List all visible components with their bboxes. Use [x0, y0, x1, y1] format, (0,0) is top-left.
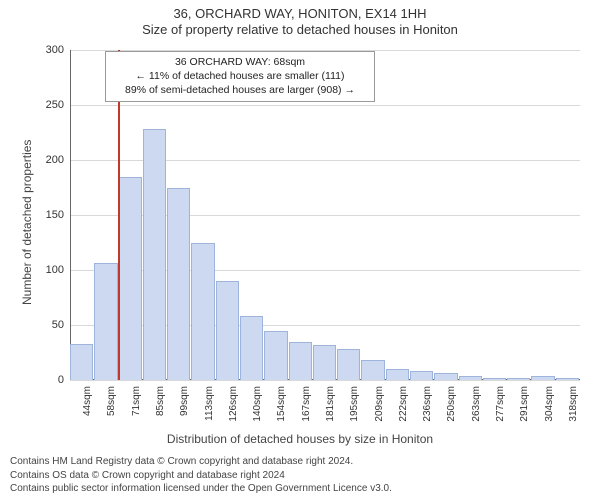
histogram-bar: [216, 281, 239, 380]
grid-line: [70, 105, 580, 106]
histogram-bar: [70, 344, 93, 380]
y-tick-label: 50: [52, 319, 70, 331]
chart-title-line1: 36, ORCHARD WAY, HONITON, EX14 1HH: [0, 6, 600, 21]
x-axis-label: Distribution of detached houses by size …: [0, 432, 600, 446]
histogram-bar: [191, 243, 214, 381]
histogram-bar: [434, 373, 457, 380]
histogram-bar: [531, 376, 554, 380]
y-axis-line: [70, 50, 71, 380]
annotation-line: ← 11% of detached houses are smaller (11…: [112, 69, 368, 83]
y-tick-label: 150: [46, 209, 70, 221]
y-tick-label: 100: [46, 264, 70, 276]
histogram-bar: [264, 331, 287, 381]
histogram-bar: [240, 316, 263, 380]
y-tick-label: 200: [46, 154, 70, 166]
histogram-bar: [361, 360, 384, 380]
histogram-bar: [119, 177, 142, 381]
histogram-bar: [410, 371, 433, 380]
annotation-box: 36 ORCHARD WAY: 68sqm← 11% of detached h…: [105, 51, 375, 102]
y-axis-label: Number of detached properties: [20, 140, 34, 305]
footer-line: Contains OS data © Crown copyright and d…: [10, 469, 392, 483]
grid-line: [70, 380, 580, 381]
histogram-bar: [459, 376, 482, 380]
histogram-bar: [143, 129, 166, 380]
chart-container: 36, ORCHARD WAY, HONITON, EX14 1HH Size …: [0, 0, 600, 500]
y-tick-label: 0: [58, 374, 70, 386]
histogram-bar: [313, 345, 336, 380]
annotation-line: 89% of semi-detached houses are larger (…: [112, 83, 368, 97]
footer-line: Contains HM Land Registry data © Crown c…: [10, 455, 392, 469]
histogram-bar: [167, 188, 190, 381]
histogram-bar: [289, 342, 312, 381]
footer-attribution: Contains HM Land Registry data © Crown c…: [10, 455, 392, 496]
histogram-bar: [337, 349, 360, 380]
footer-line: Contains public sector information licen…: [10, 482, 392, 496]
histogram-bar: [556, 378, 579, 380]
chart-title-line2: Size of property relative to detached ho…: [0, 22, 600, 37]
histogram-bar: [483, 378, 506, 380]
histogram-bar: [507, 378, 530, 380]
histogram-bar: [94, 263, 117, 380]
annotation-line: 36 ORCHARD WAY: 68sqm: [112, 55, 368, 69]
y-tick-label: 250: [46, 99, 70, 111]
y-tick-label: 300: [46, 44, 70, 56]
histogram-bar: [386, 369, 409, 380]
